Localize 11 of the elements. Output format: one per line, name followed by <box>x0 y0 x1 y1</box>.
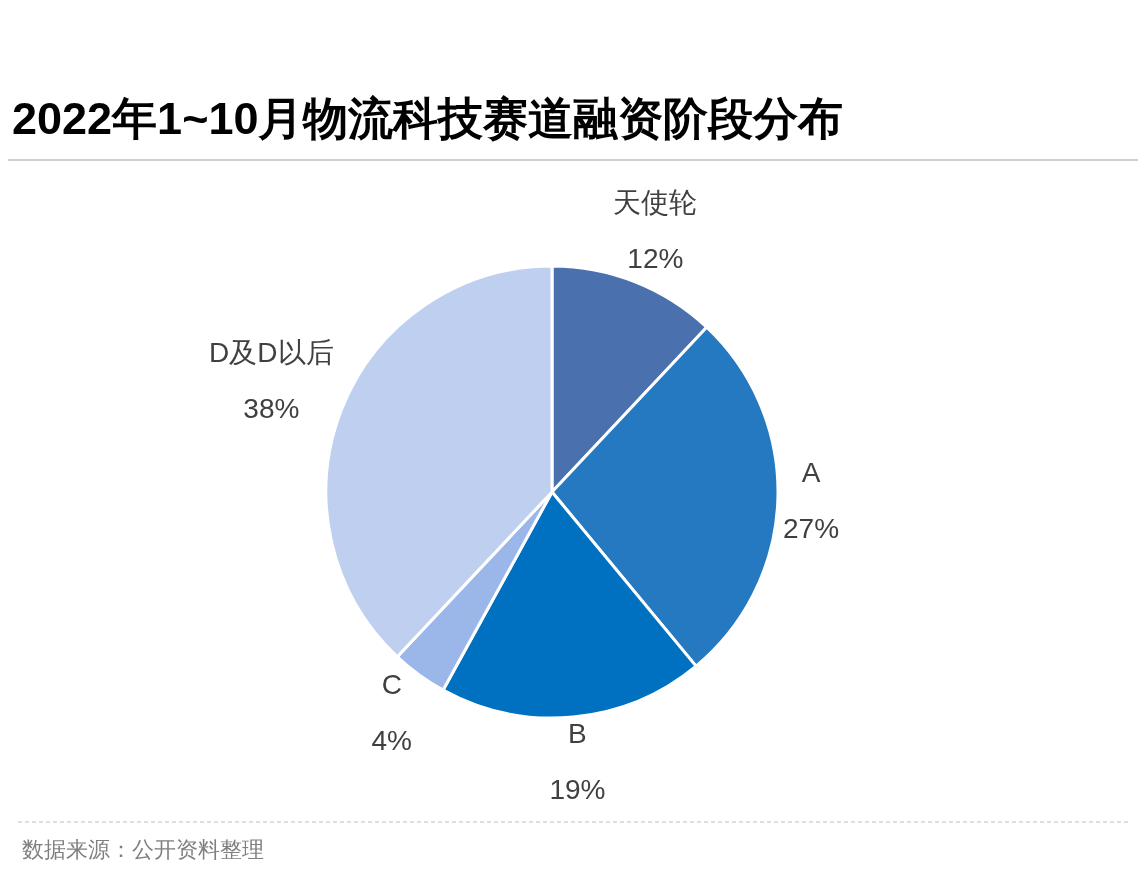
slice-label: A <box>801 456 821 488</box>
slice-label: 天使轮 <box>613 187 698 219</box>
slice-label: C <box>381 669 402 701</box>
data-label: 4% <box>371 725 412 757</box>
slice-label: B <box>568 717 587 749</box>
data-label: 27% <box>783 512 840 544</box>
slice-label: D及D以后 <box>209 337 334 369</box>
data-label: 12% <box>627 243 684 275</box>
data-label: 38% <box>243 393 300 425</box>
data-label: 19% <box>549 773 606 805</box>
title: 2022年1~10月物流科技赛道融资阶段分布 <box>12 93 844 144</box>
